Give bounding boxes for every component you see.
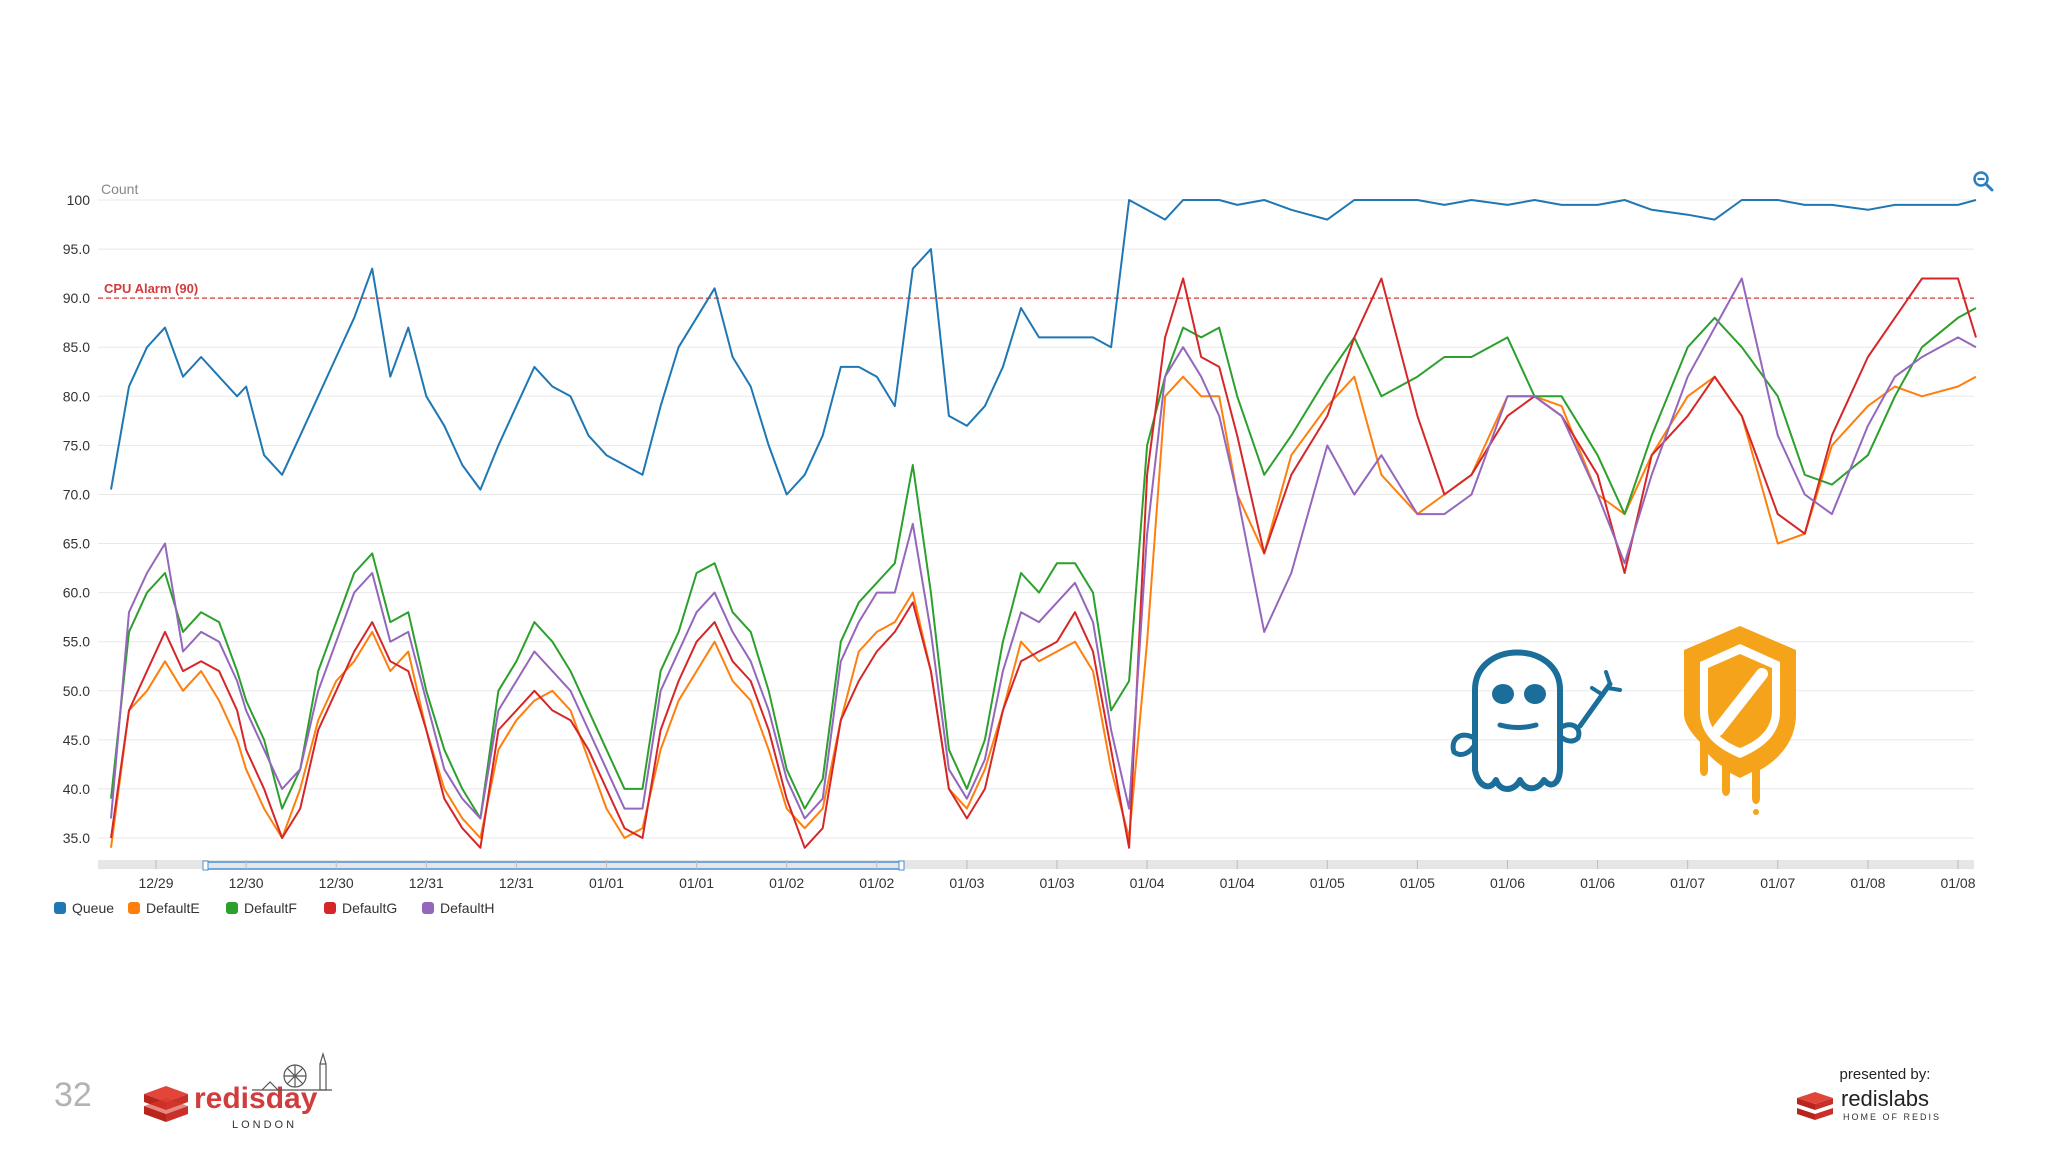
- redislabs-text: redislabs: [1841, 1086, 1929, 1111]
- x-tick-label: 01/07: [1760, 875, 1795, 891]
- y-tick-label: 70.0: [63, 486, 90, 502]
- x-tick-label: 01/07: [1670, 875, 1705, 891]
- legend-label: DefaultE: [146, 900, 200, 916]
- series-line-defaulth: [110, 277, 1977, 820]
- legend-item-defaulte[interactable]: DefaultE: [128, 900, 200, 916]
- legend-item-queue[interactable]: Queue: [54, 900, 114, 916]
- x-tick-label: 01/03: [1039, 875, 1074, 891]
- redisday-london-logo: redisday LONDON: [144, 1051, 332, 1131]
- home-of-redis-text: HOME OF REDIS: [1843, 1112, 1941, 1122]
- range-handle-left[interactable]: [202, 860, 209, 871]
- x-axis-scroll-track: [98, 860, 1974, 869]
- x-tick-label: 01/08: [1940, 875, 1975, 891]
- y-tick-label: 40.0: [63, 781, 90, 797]
- legend-swatch: [226, 902, 238, 914]
- y-tick-label: 95.0: [63, 241, 90, 257]
- x-axis-ticks: 12/29 12/30 12/30 12/31 12/31 01/01 01/01 01/02…: [138, 860, 1976, 891]
- legend-item-defaulth[interactable]: DefaultH: [422, 900, 494, 916]
- x-tick-label: 12/30: [229, 875, 264, 891]
- y-tick-label: 60.0: [63, 585, 90, 601]
- x-tick-label: 01/04: [1220, 875, 1255, 891]
- x-tick-label: 01/05: [1310, 875, 1345, 891]
- legend-label: DefaultF: [244, 900, 297, 916]
- x-tick-label: 01/05: [1400, 875, 1435, 891]
- spectre-ghost-logo: [1450, 649, 1622, 792]
- x-tick-label: 01/01: [679, 875, 714, 891]
- redislabs-logo: redislabs HOME OF REDIS: [1797, 1086, 1941, 1122]
- series-line-queue: [110, 199, 1977, 496]
- x-tick-label: 01/04: [1130, 875, 1165, 891]
- x-tick-label: 01/06: [1580, 875, 1615, 891]
- y-tick-label: 85.0: [63, 339, 90, 355]
- y-tick-label: 65.0: [63, 536, 90, 552]
- legend-label: DefaultG: [342, 900, 397, 916]
- y-tick-label: 35.0: [63, 830, 90, 846]
- y-axis-ticks: 100 95.0 90.0 85.0 80.0 75.0 70.0 65.0 60.0 55.0 5…: [63, 192, 90, 846]
- london-text: LONDON: [232, 1119, 297, 1131]
- legend-label: Queue: [72, 900, 114, 916]
- gridlines: [98, 199, 1974, 839]
- presented-by-label: presented by:: [1839, 1066, 1931, 1083]
- x-tick-label: 12/31: [409, 875, 444, 891]
- redis-cube-icon: [144, 1086, 188, 1122]
- x-tick-label: 01/02: [859, 875, 894, 891]
- slide-number: 32: [54, 1076, 92, 1114]
- y-tick-label: 45.0: [63, 732, 90, 748]
- legend-label: DefaultH: [440, 900, 494, 916]
- x-tick-label: 12/29: [138, 875, 173, 891]
- meltdown-shield-logo: [1684, 626, 1796, 815]
- x-tick-label: 12/31: [499, 875, 534, 891]
- zoom-out-icon[interactable]: [1972, 170, 1994, 192]
- legend-swatch: [54, 902, 66, 914]
- x-tick-label: 12/30: [319, 875, 354, 891]
- series-line-defaultf: [110, 307, 1977, 820]
- x-axis: [98, 860, 1974, 871]
- x-tick-label: 01/06: [1490, 875, 1525, 891]
- legend-item-defaultg[interactable]: DefaultG: [324, 900, 397, 916]
- legend-swatch: [324, 902, 336, 914]
- y-tick-label: 50.0: [63, 683, 90, 699]
- y-tick-label: 55.0: [63, 634, 90, 650]
- legend: Queue DefaultE DefaultF DefaultG DefaultH: [54, 900, 494, 916]
- series-line-defaulte: [110, 375, 1977, 848]
- series-lines: [110, 199, 1977, 849]
- x-tick-label: 01/02: [769, 875, 804, 891]
- redisday-text: redisday: [194, 1082, 318, 1115]
- y-tick-label: 80.0: [63, 388, 90, 404]
- range-handle-right[interactable]: [898, 860, 905, 871]
- cpu-alarm-threshold: CPU Alarm (90): [98, 281, 1974, 299]
- y-tick-label: 90.0: [63, 290, 90, 306]
- legend-swatch: [422, 902, 434, 914]
- legend-swatch: [128, 902, 140, 914]
- london-skyline-icon: [252, 1051, 332, 1091]
- y-tick-label: 75.0: [63, 437, 90, 453]
- y-tick-label: 100: [67, 192, 91, 208]
- x-tick-label: 01/08: [1850, 875, 1885, 891]
- legend-item-defaultf[interactable]: DefaultF: [226, 900, 297, 916]
- x-tick-label: 01/01: [589, 875, 624, 891]
- redis-cube-icon: [1797, 1092, 1833, 1120]
- y-axis-label: Count: [101, 181, 138, 197]
- x-tick-label: 01/03: [949, 875, 984, 891]
- threshold-label: CPU Alarm (90): [104, 281, 198, 296]
